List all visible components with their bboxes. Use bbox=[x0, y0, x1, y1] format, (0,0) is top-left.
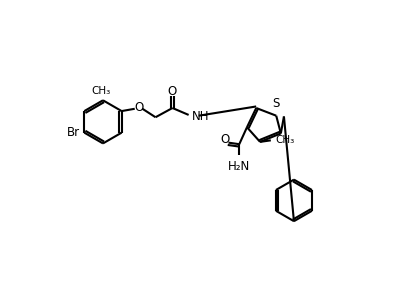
Text: O: O bbox=[220, 133, 229, 146]
Text: S: S bbox=[272, 97, 279, 110]
Text: O: O bbox=[168, 85, 177, 98]
Text: CH₃: CH₃ bbox=[92, 86, 111, 96]
Text: Br: Br bbox=[67, 126, 80, 139]
Text: NH: NH bbox=[192, 110, 209, 123]
Text: CH₃: CH₃ bbox=[276, 135, 295, 145]
Text: H₂N: H₂N bbox=[228, 160, 251, 173]
Text: O: O bbox=[134, 101, 143, 114]
